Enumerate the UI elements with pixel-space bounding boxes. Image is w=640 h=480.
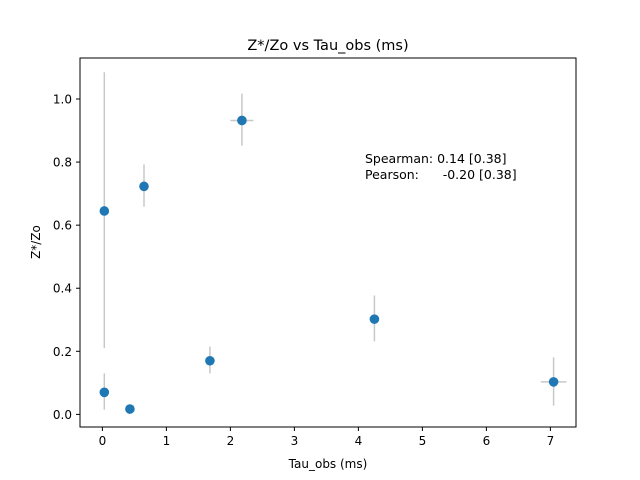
x-tick-label: 0 — [99, 434, 107, 448]
y-tick-label: 0.4 — [53, 282, 72, 296]
y-tick-label: 0.0 — [53, 408, 72, 422]
data-point — [369, 314, 380, 324]
data-point — [139, 181, 149, 192]
x-tick-label: 4 — [355, 434, 363, 448]
y-tick-label: 1.0 — [53, 93, 72, 107]
spearman-annotation: Spearman: 0.14 [0.38] — [365, 151, 506, 166]
x-tick-label: 3 — [291, 434, 299, 448]
chart-title: Z*/Zo vs Tau_obs (ms) — [247, 38, 408, 54]
x-tick-label: 1 — [163, 434, 171, 448]
data-point — [99, 206, 110, 216]
axis-ticks: 0 1 2 3 4 5 6 7 0.0 0.2 0.4 0.6 0.8 1.0 — [53, 93, 554, 449]
data-point — [99, 387, 110, 398]
data-point — [205, 355, 215, 366]
pearson-annotation: Pearson: -0.20 [0.38] — [365, 167, 517, 182]
y-tick-label: 0.2 — [53, 345, 72, 359]
x-axis-label: Tau_obs (ms) — [288, 457, 368, 471]
x-tick-label: 6 — [483, 434, 491, 448]
y-axis-label: Z*/Zo — [29, 225, 43, 259]
y-tick-label: 0.8 — [53, 156, 72, 170]
data-points — [99, 115, 559, 414]
x-tick-label: 2 — [227, 434, 235, 448]
y-tick-label: 0.6 — [53, 219, 72, 233]
x-tick-label: 7 — [547, 434, 555, 448]
x-tick-label: 5 — [419, 434, 427, 448]
data-point — [237, 115, 247, 126]
data-point — [125, 404, 135, 414]
data-point — [548, 377, 559, 387]
plot-area-frame — [79, 57, 577, 428]
